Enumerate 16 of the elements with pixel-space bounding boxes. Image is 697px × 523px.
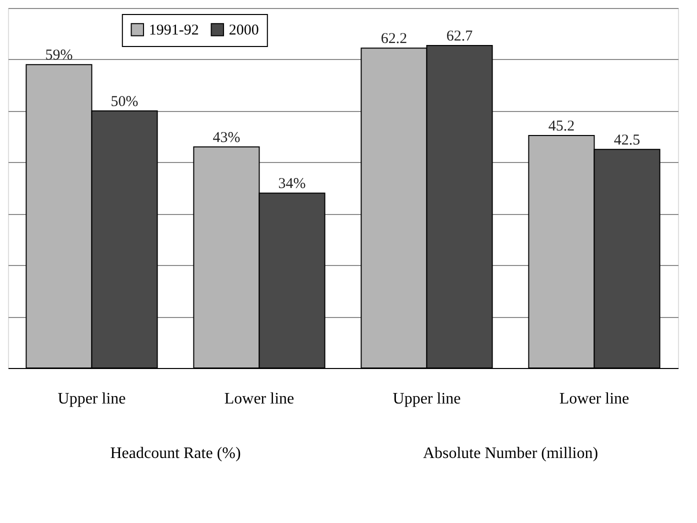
data-label: 62.2 [380,31,408,48]
data-label: 43% [212,130,240,146]
data-label: 42.5 [614,132,640,148]
x-tick-label: Upper line [392,390,461,408]
data-label: 50% [110,94,138,110]
data-label: 45.2 [548,118,575,135]
x-tick-label: Upper line [58,390,126,408]
x-tick-label: Lower line [224,390,294,408]
text: Headcount Rate (%) [110,445,241,462]
legend-label: 1991-92 [148,22,199,39]
data-label: 34% [278,176,306,192]
x-tick-label: Lower line [559,390,630,408]
data-label: 62.7 [446,28,474,45]
legend-label: 2000 [228,22,259,39]
text: Absolute Number (million) [422,445,598,462]
data-label: 59% [45,48,73,64]
